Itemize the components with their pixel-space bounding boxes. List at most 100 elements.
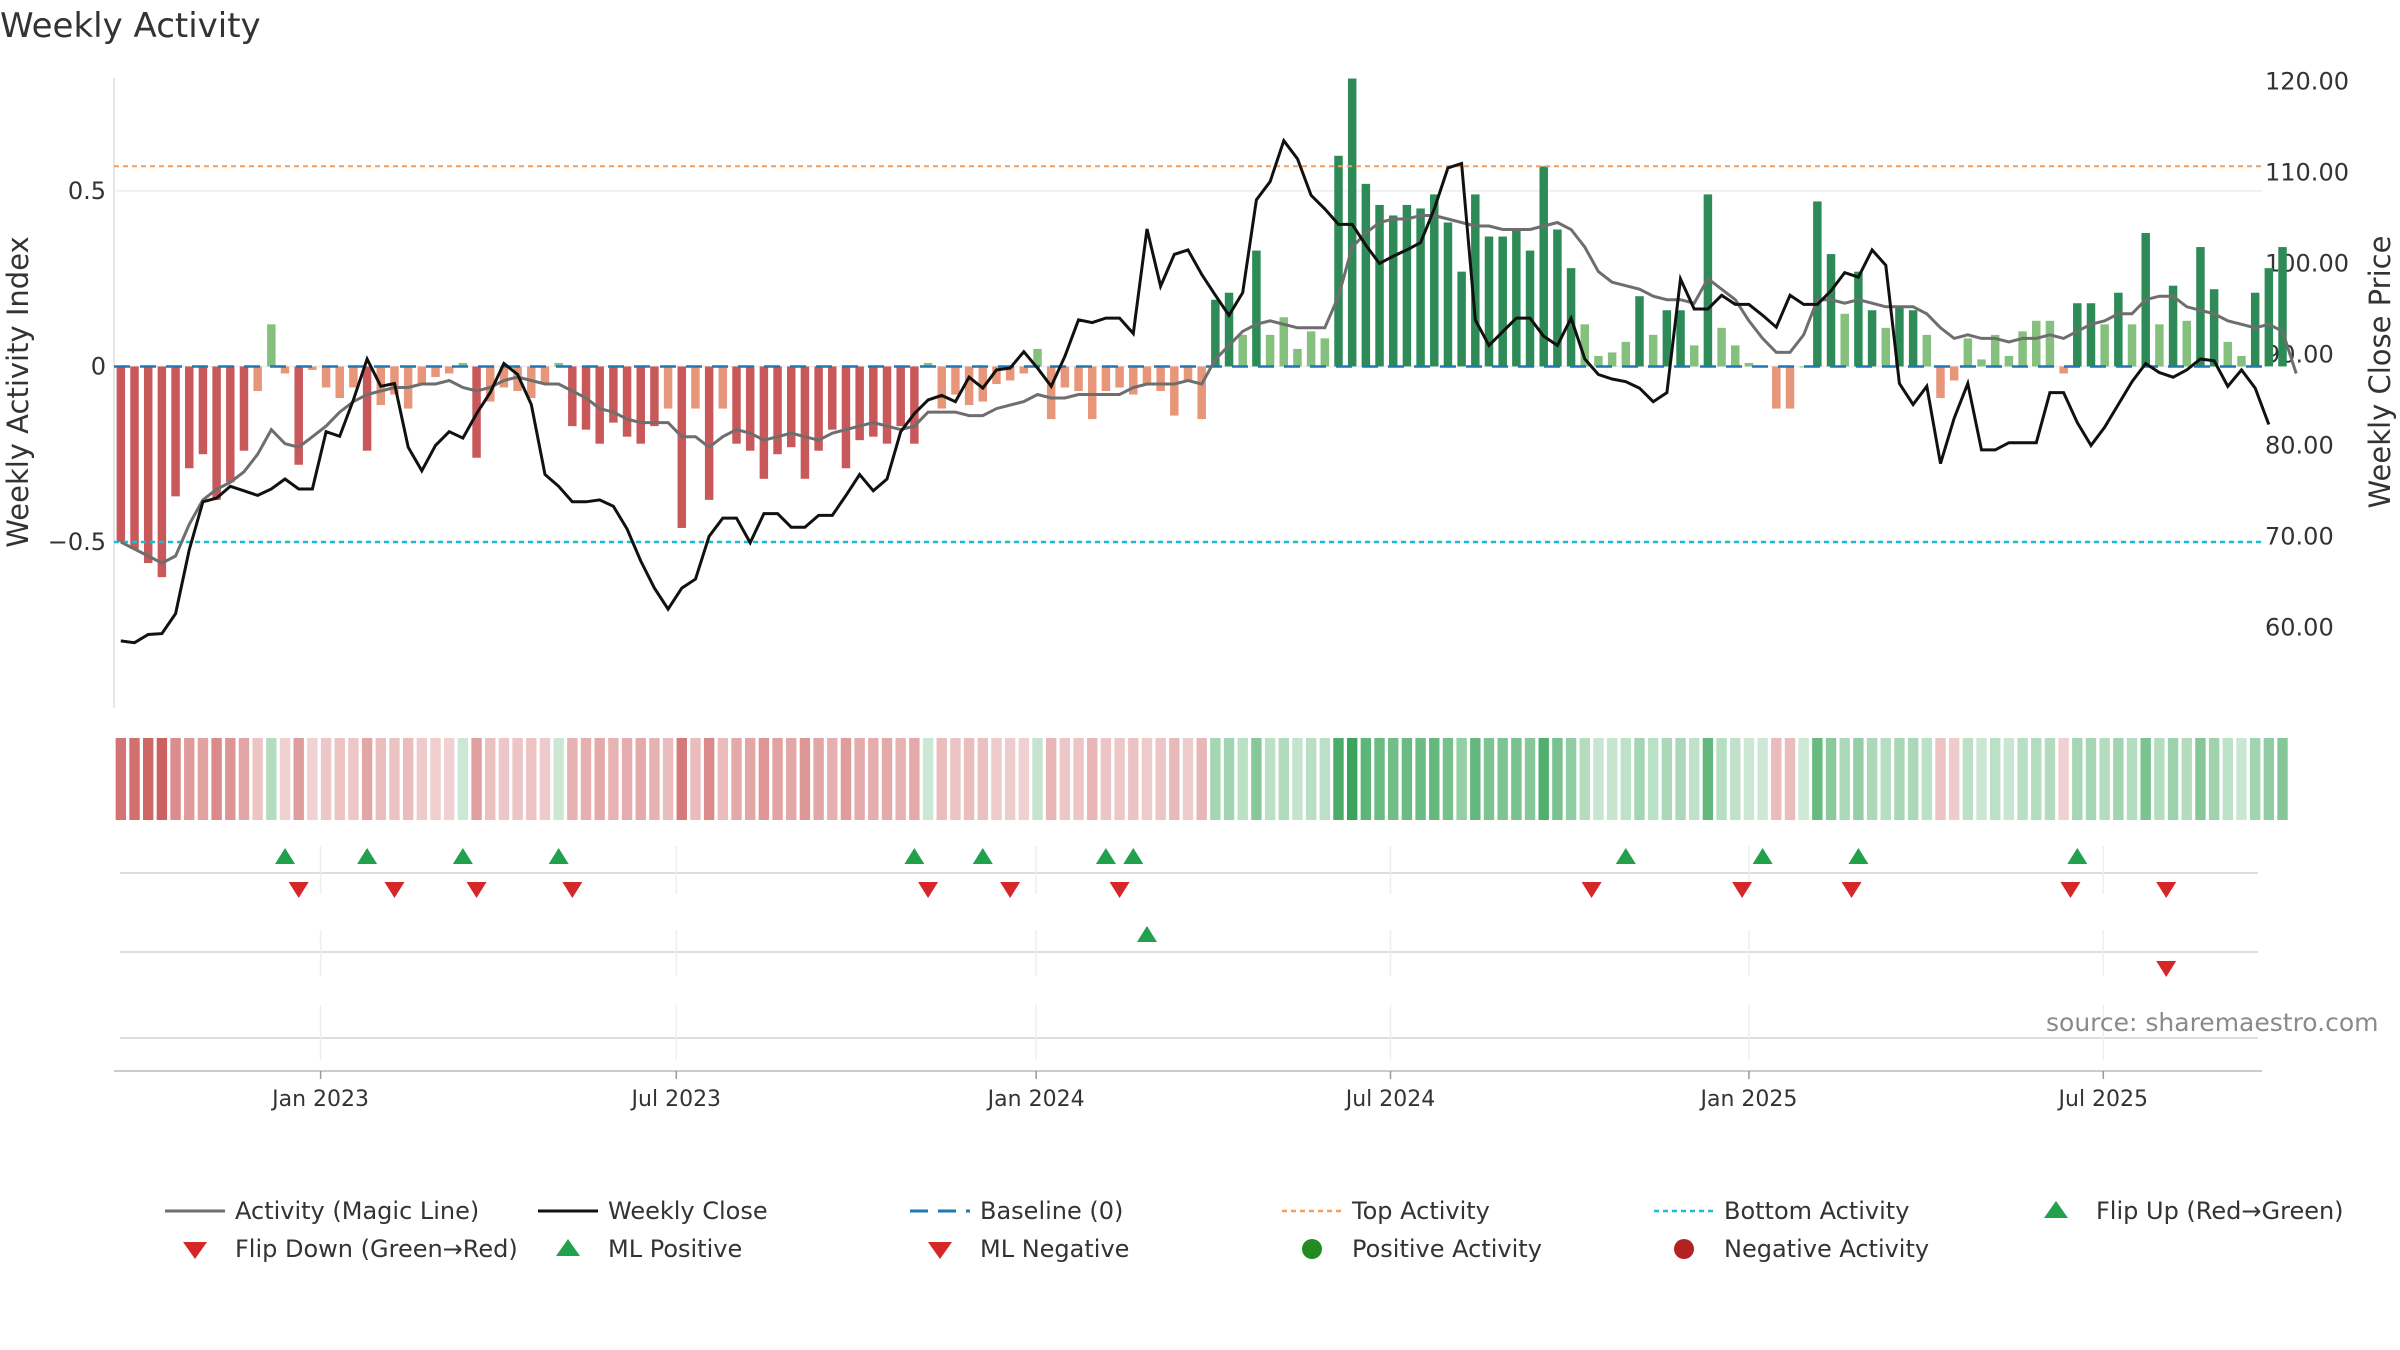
heat-strip-cell [1579, 738, 1590, 820]
activity-bar [2059, 366, 2068, 374]
legend-label: ML Negative [980, 1235, 1130, 1263]
heat-strip-cell [1169, 738, 1180, 820]
heat-strip-cell [2085, 738, 2097, 820]
activity-bar [1621, 341, 1631, 367]
heat-strip-cell [1497, 738, 1508, 820]
heat-strip-cell [1689, 738, 1700, 820]
heat-strip-cell [963, 738, 975, 820]
ml-negative-marker [2156, 961, 2177, 977]
flip-down-marker [288, 882, 309, 898]
heat-strip-cell [2072, 738, 2083, 820]
legend-label: Baseline (0) [980, 1197, 1124, 1225]
flip-up-marker [1123, 848, 1144, 864]
heat-strip-cell [1210, 738, 1221, 820]
heat-strip-cell [1935, 738, 1946, 820]
heat-strip-cell [348, 738, 359, 820]
flip-up-marker [904, 848, 925, 864]
flip-down-marker [1109, 882, 1130, 898]
activity-bar [527, 366, 536, 399]
heat-strip-cell [1647, 738, 1659, 820]
heat-strip-cell [1114, 738, 1125, 820]
heat-strip-cell [1128, 738, 1139, 820]
activity-bar [650, 366, 659, 427]
heat-strip-cell [156, 738, 168, 820]
activity-bar [1320, 338, 1330, 367]
heat-strip-cell [252, 738, 263, 820]
heat-strip-cell [1237, 738, 1248, 820]
activity-bar [1101, 366, 1111, 392]
heat-strip-cell [868, 738, 879, 820]
heat-strip-cell [526, 738, 537, 820]
y2-tick-label: 100.00 [2265, 250, 2349, 278]
activity-bar [2018, 331, 2027, 367]
ml-positive-marker [1136, 926, 1157, 942]
heat-strip-cell [1470, 738, 1481, 820]
activity-bar [226, 366, 235, 483]
activity-bar [198, 366, 208, 455]
activity-bar [855, 366, 864, 441]
heat-strip-cell [1004, 738, 1016, 820]
heat-strip-cell [1825, 738, 1837, 820]
heat-strip-cell [539, 738, 551, 820]
heat-strip-cell [2154, 738, 2165, 820]
heat-strip-cell [1730, 738, 1741, 820]
activity-bar [253, 366, 262, 392]
activity-bar [992, 366, 1001, 384]
x-tick-label: Jan 2025 [1698, 1087, 1797, 1112]
activity-bar [362, 366, 372, 451]
heat-strip-cell [1059, 738, 1071, 820]
heat-strip-cell [1702, 738, 1714, 820]
flip-up-marker [452, 848, 473, 864]
heat-strip-cell [2181, 738, 2192, 820]
activity-bar [1293, 348, 1302, 367]
heat-strip-cell [2003, 738, 2015, 820]
heat-strip-cell [1032, 738, 1043, 820]
heat-strip-cell [703, 738, 715, 820]
heat-strip-cell [1346, 738, 1358, 820]
heat-strip-cell [827, 738, 838, 820]
flip-down-icon [183, 1242, 207, 1259]
activity-bar [143, 366, 153, 564]
heat-strip-cell [1894, 738, 1905, 820]
heat-strip-cell [649, 738, 660, 820]
negative-dot-icon [1674, 1239, 1694, 1259]
heat-strip-cell [1593, 738, 1604, 820]
heat-strip-cell [1305, 738, 1317, 820]
heat-strip-cell [676, 738, 687, 820]
heat-strip-cell [991, 738, 1002, 820]
activity-bar [2100, 324, 2109, 367]
activity-bar [1060, 366, 1070, 388]
heat-strip-cell [936, 738, 947, 820]
activity-bar [1881, 327, 1890, 367]
heat-strip-cell [2277, 738, 2288, 820]
weekly-close-series [120, 137, 2271, 645]
heat-strip-cell [485, 738, 496, 820]
heat-strip-cell [1606, 738, 1618, 820]
heat-strip-cell [143, 738, 154, 820]
activity-bar [1019, 366, 1029, 374]
heat-strip-cell [608, 738, 619, 820]
heat-strip-cell [758, 738, 770, 820]
activity-bar [2086, 303, 2096, 367]
heat-strip-cell [1538, 738, 1549, 820]
heat-strip-cell [238, 738, 250, 820]
heat-strip-cell [977, 738, 988, 820]
heat-strip-cell [293, 738, 304, 820]
heat-strip-cell [1839, 738, 1850, 820]
heat-strip-cell [2140, 738, 2151, 820]
y2-tick-label: 110.00 [2265, 159, 2349, 187]
heat-strip-cell [1196, 738, 1207, 820]
heat-strip-cell [1976, 738, 1987, 820]
activity-bar [2237, 355, 2246, 367]
heat-strip-cell [1018, 738, 1030, 820]
flip-up-marker [275, 848, 296, 864]
heat-strip-cell [1456, 738, 1467, 820]
activity-bar [882, 366, 892, 444]
heat-strip-cell [621, 738, 633, 820]
activity-bar [1785, 366, 1795, 409]
activity-bar [2155, 324, 2164, 367]
activity-bar [1717, 327, 1726, 367]
activity-bar [130, 366, 139, 550]
activity-bar [1553, 229, 1562, 367]
